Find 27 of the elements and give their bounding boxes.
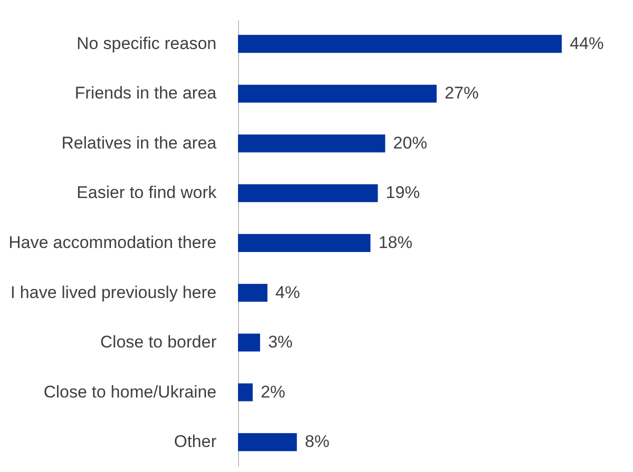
- y-tick-label: Other: [174, 432, 217, 452]
- y-tick-label: Have accommodation there: [8, 233, 216, 252]
- data-label: 4%: [275, 282, 300, 302]
- bar: [238, 134, 386, 152]
- data-label: 27%: [444, 84, 479, 103]
- bar: [238, 184, 378, 202]
- data-label: 18%: [378, 233, 412, 252]
- y-tick-label: Friends in the area: [74, 84, 218, 103]
- data-label: 20%: [393, 133, 428, 152]
- data-label: 2%: [260, 382, 286, 402]
- bar: [238, 84, 437, 103]
- data-label: 19%: [386, 183, 420, 202]
- bar: [238, 284, 268, 302]
- bar: [238, 334, 260, 352]
- bar: [238, 234, 370, 252]
- y-tick-label: I have lived previously here: [10, 282, 216, 302]
- bar: [238, 34, 562, 53]
- data-label: 8%: [304, 432, 330, 452]
- data-label: 44%: [570, 34, 604, 53]
- y-tick-label: Close to border: [100, 332, 217, 352]
- y-tick-label: Relatives in the area: [62, 133, 218, 152]
- y-tick-label: No specific reason: [76, 34, 216, 53]
- bar: [238, 433, 297, 452]
- bar: [238, 383, 253, 402]
- y-tick-label: Close to home/Ukraine: [44, 382, 216, 402]
- y-tick-label: Easier to find work: [76, 183, 217, 202]
- data-label: 3%: [268, 332, 293, 352]
